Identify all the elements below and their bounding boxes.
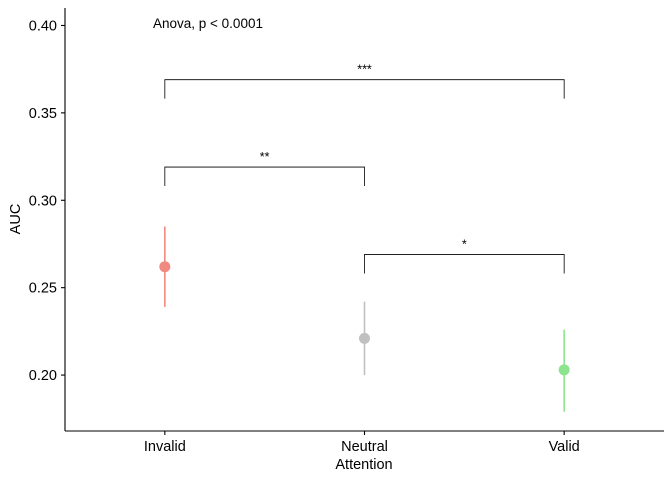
y-axis-title: AUC [8, 204, 24, 235]
y-tick-label: 0.25 [29, 281, 57, 297]
significance-bracket [164, 79, 565, 99]
chart-marks: ****** [159, 63, 570, 412]
mean-point [558, 364, 570, 376]
axes: 0.20 0.25 0.30 0.35 0.40 Invalid Neutral Valid [29, 8, 664, 455]
significance-label: *** [357, 63, 372, 77]
significance-bracket [364, 254, 565, 274]
y-tick-label: 0.40 [29, 18, 57, 34]
mean-point [359, 332, 370, 344]
x-tick-label: Valid [549, 439, 580, 455]
significance-label: * [462, 237, 467, 251]
significance-label: ** [260, 150, 270, 164]
significance-bracket [164, 166, 365, 187]
anova-annotation: Anova, p < 0.0001 [153, 16, 263, 31]
mean-point [159, 261, 171, 273]
y-tick-label: 0.20 [29, 368, 57, 384]
x-tick-label: Invalid [144, 439, 186, 455]
y-tick-label: 0.35 [29, 106, 57, 122]
x-tick-label: Neutral [341, 439, 388, 455]
y-tick-label: 0.30 [29, 193, 57, 209]
x-axis-title: Attention [335, 457, 392, 473]
